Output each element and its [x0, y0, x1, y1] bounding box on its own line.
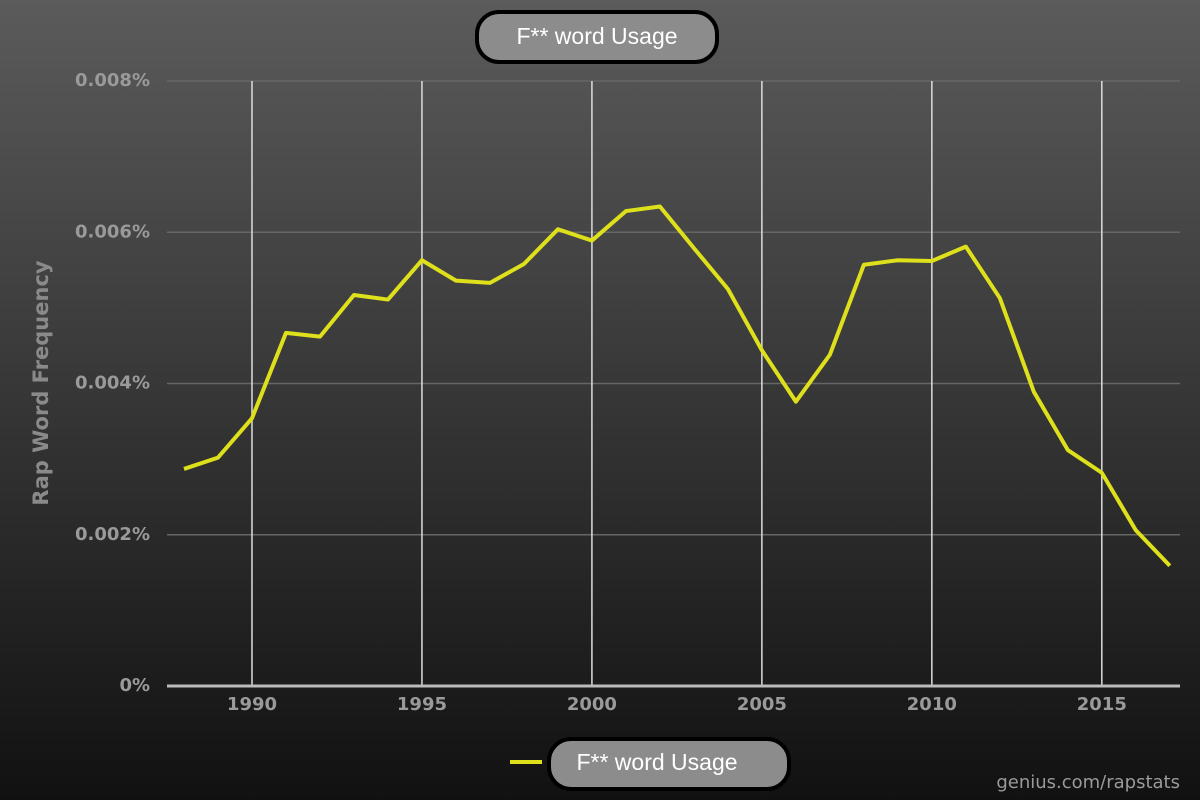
x-tick-label: 1995 [397, 694, 447, 715]
chart-title: F** word Usage [516, 23, 677, 49]
x-tick-label: 1990 [227, 694, 277, 715]
y-tick-label: 0.002% [75, 524, 150, 545]
title-box [475, 10, 719, 64]
x-tick-label: 2010 [907, 694, 957, 715]
y-tick-label: 0.006% [75, 221, 150, 242]
source: genius.com/rapstats [996, 772, 1180, 793]
y-axis-label: Rap Word Frequency [29, 260, 53, 505]
x-tick-label: 2005 [737, 694, 787, 715]
plot: 0% 0.002% 0.004% 0.006% 0.008% 1990 1995 2000 20… [75, 70, 1180, 715]
y-tick-label: 0.004% [75, 373, 150, 394]
legend-label: F** word Usage [576, 749, 737, 775]
y-tick-label: 0.008% [75, 70, 150, 91]
x-tick-label: 2000 [567, 694, 617, 715]
y-tick-label: 0% [119, 675, 150, 696]
line [183, 204, 1172, 568]
legend-box [547, 737, 791, 791]
x-tick-label: 2015 [1077, 694, 1127, 715]
